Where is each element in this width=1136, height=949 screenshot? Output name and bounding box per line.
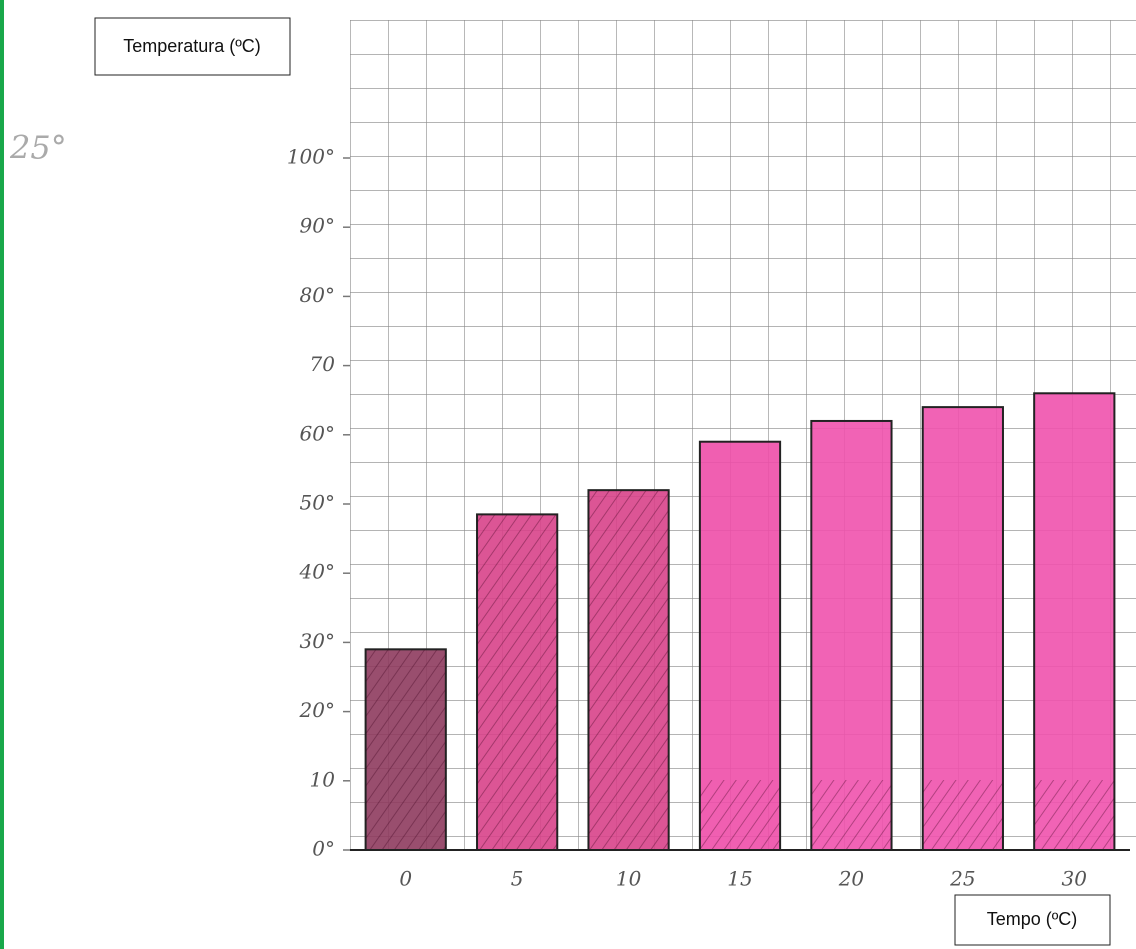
y-tick-label: 80° [300,283,335,307]
annotation: 25° [9,129,67,167]
x-tick-label: 0 [399,867,412,891]
bar [811,421,891,850]
page: Temperatura (ºC) Tempo (ºC) 25° 0° 10 20° 3… [0,0,1136,949]
bar [700,442,780,850]
x-axis-label: Tempo (ºC) [987,909,1078,929]
bar [366,649,446,850]
x-tick-label: 5 [511,867,524,891]
y-tick-label: 70 [310,352,336,376]
y-tick-label: 60° [300,421,335,445]
y-tick-label: 0° [312,837,335,861]
y-tick-label: 50° [300,491,335,515]
y-tick-label: 40° [299,560,335,584]
x-tick-label: 30 [1062,867,1088,891]
chart: Temperatura (ºC) Tempo (ºC) 25° 0° 10 20° 3… [0,0,1136,949]
bar [923,407,1003,850]
left-border [0,0,4,949]
bar [588,490,668,850]
x-tick-label: 20 [838,867,865,891]
y-axis-label: Temperatura (ºC) [123,36,261,56]
bar [1034,393,1114,850]
y-tick-label: 100° [287,145,335,169]
x-tick-label: 10 [616,867,642,891]
x-tick-label: 15 [727,867,752,891]
y-tick-label: 30° [300,629,335,653]
y-tick-label: 90° [300,214,335,238]
bar [477,514,557,850]
x-tick-label: 25 [949,867,975,891]
y-tick-label: 20° [299,698,335,722]
y-tick-label: 10 [310,767,336,791]
